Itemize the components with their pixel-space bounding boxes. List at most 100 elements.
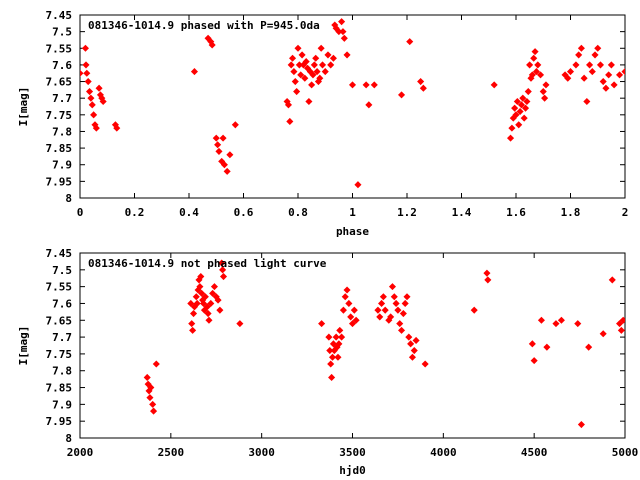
data-point xyxy=(398,326,406,334)
y-tick-label: 7.45 xyxy=(46,9,73,22)
data-point xyxy=(83,69,91,77)
data-point xyxy=(610,81,618,89)
data-point xyxy=(338,18,346,26)
data-point xyxy=(588,68,596,76)
data-point xyxy=(396,320,404,328)
x-tick-label: 4500 xyxy=(521,446,548,459)
y-tick-label: 7.5 xyxy=(52,26,72,39)
data-point xyxy=(214,296,222,304)
data-point xyxy=(350,306,358,314)
data-point xyxy=(327,61,335,69)
data-point xyxy=(214,141,222,149)
y-tick-label: 7.6 xyxy=(52,297,72,310)
plot-title: 081346-1014.9 not phased light curve xyxy=(88,257,327,270)
data-point xyxy=(575,51,583,59)
y-tick-label: 7.7 xyxy=(52,92,72,105)
data-point xyxy=(205,316,213,324)
data-point xyxy=(347,313,355,321)
data-point xyxy=(508,124,516,132)
data-point xyxy=(286,117,294,126)
data-point xyxy=(325,333,333,341)
data-point xyxy=(365,101,373,109)
x-tick-label: 0 xyxy=(77,206,84,219)
data-point xyxy=(594,44,602,52)
y-tick-label: 7.8 xyxy=(52,125,72,138)
data-point xyxy=(354,181,362,189)
x-tick-label: 1.4 xyxy=(452,206,472,219)
data-point xyxy=(557,316,565,324)
data-point xyxy=(88,101,96,109)
data-point xyxy=(301,74,309,82)
data-point xyxy=(113,124,121,132)
data-point xyxy=(328,353,337,361)
data-point xyxy=(370,81,378,89)
data-point xyxy=(408,353,416,361)
data-point xyxy=(585,343,593,351)
data-point xyxy=(524,87,532,96)
data-point xyxy=(295,61,303,69)
data-point xyxy=(196,283,204,291)
data-point xyxy=(378,299,386,307)
y-tick-label: 7.65 xyxy=(46,314,73,327)
x-tick-label: 2000 xyxy=(67,446,94,459)
x-axis-title: hjd0 xyxy=(339,464,366,477)
data-point xyxy=(302,58,310,66)
data-point xyxy=(526,61,534,69)
data-point xyxy=(220,161,228,169)
data-point xyxy=(376,313,384,321)
data-point xyxy=(284,101,292,109)
data-point xyxy=(294,44,302,52)
data-point xyxy=(305,97,313,106)
data-point xyxy=(541,94,549,102)
y-tick-label: 7.55 xyxy=(46,42,73,55)
y-tick-label: 7.75 xyxy=(46,348,73,361)
data-point xyxy=(616,71,624,79)
data-point xyxy=(421,360,429,368)
x-tick-label: 3500 xyxy=(339,446,366,459)
x-tick-label: 1.8 xyxy=(561,206,581,219)
data-point xyxy=(334,353,342,361)
data-point xyxy=(340,34,348,42)
data-point xyxy=(324,51,332,59)
x-tick-label: 3000 xyxy=(248,446,275,459)
plot-title: 081346-1014.9 phased with P=945.0da xyxy=(88,19,320,32)
y-tick-label: 7.45 xyxy=(46,247,73,260)
data-point xyxy=(216,306,224,314)
data-point xyxy=(318,320,326,328)
data-point xyxy=(321,68,329,76)
data-point xyxy=(572,61,580,69)
data-point xyxy=(388,283,397,291)
data-point xyxy=(520,114,528,122)
data-point xyxy=(352,316,360,324)
data-points xyxy=(143,259,625,429)
data-point xyxy=(596,61,605,69)
data-point xyxy=(143,373,151,381)
y-tick-label: 7.9 xyxy=(52,398,72,411)
x-tick-label: 0.8 xyxy=(288,206,308,219)
data-point xyxy=(379,293,387,301)
data-point xyxy=(530,54,538,62)
y-tick-label: 7.65 xyxy=(46,76,73,89)
data-point xyxy=(412,336,420,344)
data-point xyxy=(339,28,347,36)
data-point xyxy=(99,97,107,106)
data-point xyxy=(399,310,407,318)
data-point xyxy=(348,81,357,89)
y-tick-label: 7.95 xyxy=(46,415,73,428)
data-point xyxy=(197,273,205,281)
data-point xyxy=(362,81,370,89)
data-point xyxy=(210,283,218,291)
data-point xyxy=(223,167,231,175)
data-point xyxy=(599,78,607,86)
data-point xyxy=(617,326,625,334)
data-point xyxy=(515,121,523,129)
data-point xyxy=(599,330,607,338)
data-point xyxy=(542,81,550,89)
y-tick-label: 8 xyxy=(65,432,72,445)
x-tick-label: 4000 xyxy=(430,446,457,459)
data-point xyxy=(483,269,491,277)
data-point xyxy=(316,74,324,82)
data-point xyxy=(537,316,545,324)
data-point xyxy=(190,68,198,76)
